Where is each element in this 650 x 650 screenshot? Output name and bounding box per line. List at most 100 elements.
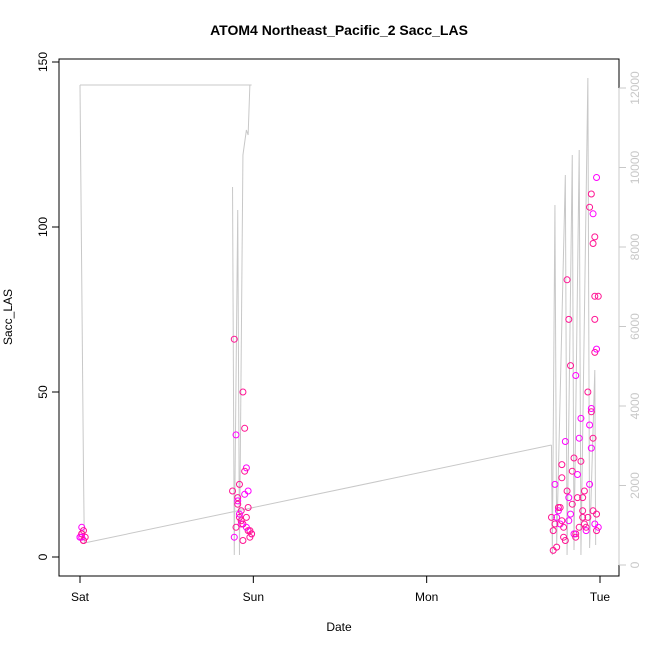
y2-tick-label: 6000	[628, 313, 642, 340]
plot-frame	[58, 58, 620, 577]
data-point	[586, 203, 594, 211]
data-point	[593, 174, 601, 181]
points-layer	[76, 174, 602, 554]
data-point	[79, 527, 87, 535]
y-axis: 0 50 100 150	[36, 52, 60, 560]
y-tick-label: 0	[36, 553, 50, 560]
data-point	[561, 438, 569, 445]
data-point	[594, 292, 602, 300]
y-axis-label: Sacc_LAS	[1, 289, 15, 345]
data-point	[554, 507, 562, 515]
data-point	[565, 517, 573, 525]
secondary-line-segment	[232, 84, 251, 556]
data-point	[580, 487, 588, 495]
data-point	[591, 315, 599, 323]
data-point	[580, 520, 588, 528]
data-point	[593, 527, 601, 535]
data-point	[586, 480, 594, 488]
data-point	[551, 520, 559, 528]
data-point	[579, 513, 587, 521]
data-point	[589, 210, 597, 218]
data-point	[575, 523, 583, 531]
data-point	[239, 537, 247, 544]
data-point	[589, 240, 597, 247]
data-point	[572, 533, 580, 541]
data-point	[79, 537, 87, 544]
data-point	[584, 513, 592, 521]
data-point	[577, 414, 585, 422]
y2-axis: 0 2000 4000 6000 8000 10000 12000	[618, 71, 642, 568]
data-point	[234, 500, 242, 508]
chart-title: ATOM4 Northeast_Pacific_2 Sacc_LAS	[210, 22, 468, 38]
data-point	[587, 444, 595, 452]
data-point	[232, 523, 240, 531]
data-point	[232, 431, 240, 439]
data-point	[587, 408, 595, 416]
data-point	[570, 530, 578, 538]
data-point	[573, 494, 581, 502]
data-point	[551, 480, 559, 488]
data-point	[582, 527, 590, 535]
data-point	[572, 372, 580, 379]
data-point	[593, 345, 601, 353]
data-point	[242, 523, 250, 531]
data-point	[587, 190, 595, 198]
x-tick-label: Tue	[590, 590, 611, 604]
data-point	[586, 421, 594, 429]
data-point	[563, 487, 571, 495]
data-point	[561, 537, 569, 544]
data-point	[549, 546, 557, 554]
y-tick-label: 150	[36, 52, 50, 72]
data-point	[230, 335, 238, 343]
data-point	[567, 362, 575, 370]
data-point	[577, 457, 585, 465]
data-point	[234, 497, 242, 505]
data-point	[242, 513, 250, 521]
data-point	[587, 405, 595, 412]
data-point	[593, 510, 601, 518]
data-point	[589, 434, 597, 442]
data-point	[582, 523, 590, 531]
data-point	[237, 507, 245, 515]
y2-tick-label: 8000	[628, 233, 642, 260]
data-point	[248, 530, 256, 538]
x-tick-label: Sun	[243, 590, 264, 604]
data-point	[237, 517, 245, 525]
y2-tick-label: 10000	[628, 150, 642, 184]
data-point	[235, 510, 243, 518]
data-point	[560, 523, 568, 531]
data-point	[235, 480, 243, 488]
data-point	[553, 513, 561, 521]
data-point	[242, 464, 250, 472]
x-tick-label: Mon	[415, 590, 438, 604]
data-point	[78, 533, 86, 541]
secondary-line-segment	[550, 77, 597, 556]
y-tick-label: 100	[36, 217, 50, 237]
y2-tick-label: 12000	[628, 71, 642, 105]
data-point	[241, 490, 249, 498]
data-point	[575, 434, 583, 442]
data-point	[565, 315, 573, 323]
data-point	[558, 517, 566, 525]
data-point	[246, 533, 254, 541]
data-point	[570, 454, 578, 462]
data-point	[558, 461, 566, 469]
data-point	[579, 507, 587, 515]
data-point	[591, 348, 599, 356]
data-point	[244, 504, 252, 511]
secondary-line-segment	[79, 84, 552, 544]
data-point	[579, 494, 587, 502]
data-point	[591, 520, 599, 528]
data-point	[591, 292, 599, 300]
y2-tick-label: 2000	[628, 472, 642, 499]
data-point	[568, 467, 576, 475]
x-axis: Sat Sun Mon Tue	[71, 575, 611, 604]
data-point	[229, 487, 237, 495]
data-point	[230, 533, 238, 541]
data-point	[563, 276, 571, 284]
x-tick-label: Sat	[71, 590, 90, 604]
data-point	[558, 474, 566, 482]
data-point	[239, 388, 247, 396]
data-point	[78, 523, 86, 531]
